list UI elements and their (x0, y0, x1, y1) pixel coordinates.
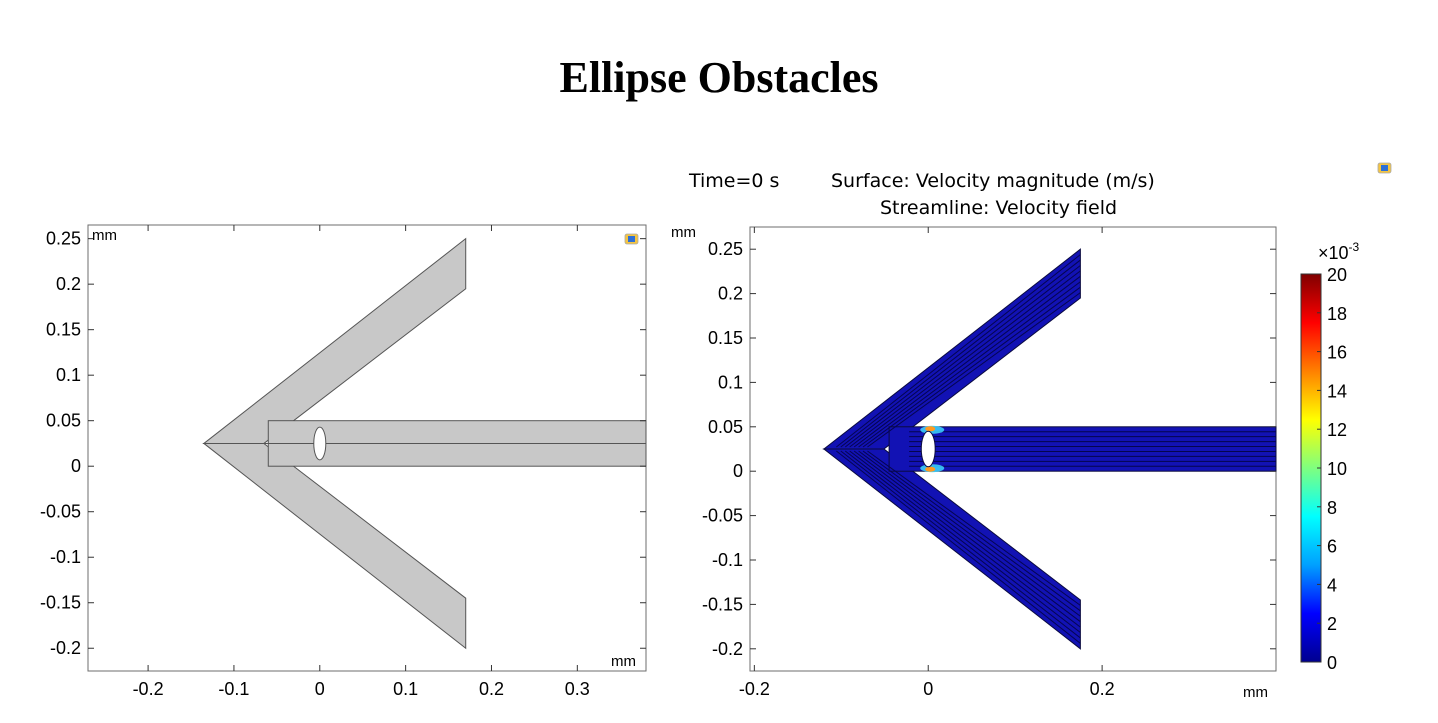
y-tick-label: 0.05 (46, 411, 81, 431)
colorbar-tick-label: 6 (1327, 537, 1337, 557)
streamline (858, 281, 1081, 448)
y-tick-label: -0.05 (40, 502, 81, 522)
streamline (840, 259, 1081, 448)
colorbar-tick-label: 8 (1327, 498, 1337, 518)
geometry-unit-x: mm (611, 653, 636, 670)
streamline (844, 450, 1081, 633)
y-tick-label: 0 (71, 456, 81, 476)
y-tick-label: -0.05 (702, 506, 743, 526)
y-tick-label: 0.25 (708, 239, 743, 259)
y-tick-label: 0.1 (56, 365, 81, 385)
x-tick-label: 0 (923, 679, 933, 699)
velocity-axis-ticks: -0.2 0 0.2 0.25 0.2 0.15 0.1 0.05 0 -0.05 -0.1 -0.1… (702, 227, 1276, 699)
streamline (836, 254, 1081, 448)
y-tick-label: 0.1 (718, 372, 743, 392)
colorbar-tick-label: 18 (1327, 304, 1347, 324)
x-tick-label: -0.2 (133, 679, 164, 699)
y-tick-label: 0.2 (56, 274, 81, 294)
streamline (844, 265, 1081, 448)
y-tick-label: -0.2 (50, 638, 81, 658)
geometry-plot: -0.2 -0.1 0 0.1 0.2 0.3 0.25 0.2 0.15 0.1 0.05 0 -0.… (40, 224, 647, 699)
y-tick-label: -0.15 (702, 594, 743, 614)
y-tick-label: 0.15 (46, 320, 81, 340)
streamline (849, 450, 1081, 628)
velocity-unit-y: mm (671, 224, 696, 241)
colorbar-tick-label: 16 (1327, 343, 1347, 363)
y-tick-label: 0.2 (718, 284, 743, 304)
colorbar-tick-label: 12 (1327, 420, 1347, 440)
page-title: Ellipse Obstacles (559, 53, 879, 102)
colorbar-tick-label: 2 (1327, 614, 1337, 634)
ellipse-obstacle (313, 426, 327, 461)
velocity-surface (822, 248, 1277, 650)
x-tick-label: 0 (315, 679, 325, 699)
x-tick-label: -0.2 (739, 679, 770, 699)
streamline (853, 275, 1081, 448)
streamline (836, 450, 1081, 644)
colorbar-tick-label: 20 (1327, 265, 1347, 285)
y-tick-label: -0.15 (40, 593, 81, 613)
geometry-unit-y: mm (92, 227, 117, 244)
camera-icon[interactable] (624, 233, 639, 245)
plot-time-label: Time=0 s (688, 170, 779, 192)
velocity-unit-x: mm (1243, 684, 1268, 701)
y-tick-label: -0.1 (712, 550, 743, 570)
colorbar-tick-label: 0 (1327, 653, 1337, 673)
ellipse-obstacle (920, 430, 936, 468)
x-tick-label: -0.1 (218, 679, 249, 699)
y-tick-label: -0.1 (50, 547, 81, 567)
y-tick-label: 0.25 (46, 229, 81, 249)
y-tick-label: 0.15 (708, 328, 743, 348)
streamline (867, 450, 1081, 606)
velocity-hotspot (925, 426, 936, 432)
streamline (858, 450, 1081, 617)
velocity-hotspot (925, 466, 936, 472)
colorbar-tick-label: 14 (1327, 381, 1347, 401)
y-tick-label: 0 (733, 461, 743, 481)
y-tick-label: -0.2 (712, 639, 743, 659)
plot-surface-label: Surface: Velocity magnitude (m/s) (831, 170, 1155, 192)
velocity-plot: Time=0 s Surface: Velocity magnitude (m/… (671, 162, 1392, 701)
plot-streamline-label: Streamline: Velocity field (880, 197, 1117, 219)
streamline (862, 450, 1081, 612)
x-tick-label: 0.1 (393, 679, 418, 699)
streamline (840, 450, 1081, 639)
x-tick-label: 0.2 (1090, 679, 1115, 699)
geometry-axis-ticks: -0.2 -0.1 0 0.1 0.2 0.3 0.25 0.2 0.15 0.1 0.05 0 -0.… (40, 225, 646, 699)
horizontal-channel (888, 426, 1277, 472)
streamline (853, 450, 1081, 623)
x-tick-label: 0.2 (479, 679, 504, 699)
colorbar-tick-label: 4 (1327, 575, 1337, 595)
colorbar-tick-label: 10 (1327, 459, 1347, 479)
streamline (849, 270, 1081, 448)
streamline (862, 286, 1081, 448)
lower-arm (822, 448, 1081, 650)
y-tick-label: 0.05 (708, 417, 743, 437)
geometry-shape (202, 237, 647, 650)
colorbar-multiplier: ×10-3 (1318, 240, 1360, 263)
streamline (867, 292, 1081, 448)
x-tick-label: 0.3 (565, 679, 590, 699)
camera-icon[interactable] (1377, 162, 1392, 174)
